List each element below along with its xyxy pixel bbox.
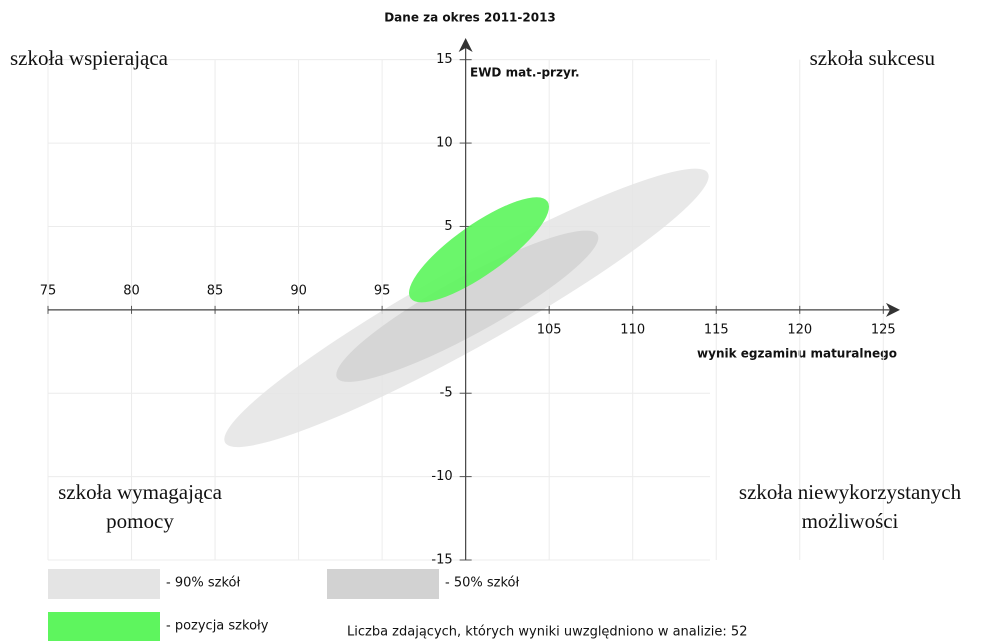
y-axis-arrow [458,38,473,52]
quadrant-label: szkoła sukcesu [810,46,936,70]
x-tick-label: 105 [537,322,562,337]
quadrant-label: możliwości [802,509,899,533]
y-axis-label: EWD mat.-przyr. [470,66,580,80]
quadrant-label: szkoła niewykorzystanych [739,480,962,504]
legend-label: - 50% szkół [445,576,519,591]
x-tick-label: 85 [207,283,224,298]
y-tick-label: -10 [431,469,452,484]
x-tick-label: 125 [871,322,896,337]
y-tick-label: 10 [436,136,453,151]
x-axis-label: wynik egzaminu maturalnego [697,347,897,361]
x-tick-label: 90 [290,283,307,298]
y-tick-label: -5 [440,386,453,401]
quadrant-label: szkoła wspierająca [10,46,169,70]
quadrant-label: szkoła wymagająca [58,480,223,504]
ellipse [409,197,550,303]
chart-title: Dane za okres 2011-2013 [384,11,556,25]
legend-swatch [48,612,160,641]
x-axis-arrow [886,302,900,317]
y-tick-label: 5 [444,219,452,234]
legend-label: - 90% szkół [166,576,240,591]
x-tick-label: 75 [40,283,57,298]
legend-swatch [48,569,160,599]
x-tick-label: 95 [374,283,391,298]
x-tick-label: 120 [787,322,812,337]
x-tick-label: 80 [123,283,140,298]
y-tick-label: 15 [436,52,453,67]
ellipse [336,230,599,382]
note: Liczba zdających, których wyniki uwzględ… [347,625,747,640]
x-tick-label: 110 [620,322,645,337]
legend-swatch [327,569,439,599]
x-tick-label: 115 [704,322,729,337]
quadrant-label: pomocy [106,509,174,533]
legend-label: - pozycja szkoły [166,619,269,634]
y-tick-label: -15 [431,553,452,568]
